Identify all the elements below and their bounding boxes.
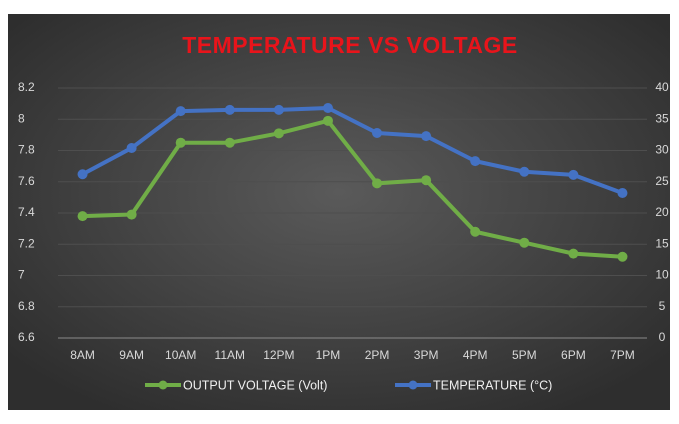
series-line [82, 118, 623, 259]
chart-background [8, 14, 670, 410]
point-marker [77, 211, 88, 222]
series-line [81, 106, 624, 195]
legend-marker [158, 380, 168, 390]
y2-tick-label: 40 [655, 80, 669, 94]
y2-tick-label: 0 [659, 330, 666, 344]
x-tick-label: 11AM [215, 348, 245, 362]
point-marker [470, 226, 481, 237]
point-marker [519, 166, 530, 177]
point-marker [421, 131, 432, 142]
point-marker [175, 106, 186, 117]
y-tick-label: 6.8 [18, 299, 35, 313]
x-tick-label: 3PM [414, 348, 439, 362]
legend-label: TEMPERATURE (°C) [433, 378, 552, 392]
y2-tick-label: 5 [659, 299, 666, 313]
x-tick-label: 12PM [263, 348, 294, 362]
point-marker [224, 104, 235, 115]
point-marker [617, 251, 628, 262]
point-marker [322, 115, 333, 126]
point-marker [519, 237, 530, 248]
point-marker [126, 143, 137, 153]
y-tick-label: 7.2 [18, 236, 35, 250]
x-tick-label: 7PM [610, 348, 635, 362]
x-tick-label: 9AM [119, 348, 144, 362]
point-marker [175, 137, 186, 148]
y2-tick-label: 15 [655, 236, 669, 250]
y2-tick-label: 25 [655, 174, 669, 188]
y2-tick-label: 20 [655, 205, 669, 219]
point-marker [568, 169, 579, 180]
point-marker [273, 104, 284, 115]
y-tick-label: 7 [18, 268, 25, 282]
point-marker [372, 128, 383, 138]
chart-title: TEMPERATURE VS VOLTAGE [182, 32, 518, 58]
point-marker [421, 175, 432, 186]
legend-label: OUTPUT VOLTAGE (Volt) [183, 378, 327, 392]
x-tick-label: 6PM [561, 348, 586, 362]
point-marker [273, 128, 284, 139]
y2-tick-label: 35 [655, 111, 669, 125]
legend-marker [408, 380, 418, 390]
x-tick-label: 1PM [316, 348, 341, 362]
point-marker [372, 178, 383, 189]
point-marker [322, 103, 333, 113]
y-tick-label: 8 [18, 111, 25, 125]
y2-tick-label: 30 [655, 143, 669, 157]
point-marker [126, 209, 137, 220]
point-marker [77, 169, 88, 180]
y-tick-label: 7.4 [18, 205, 35, 219]
y-tick-label: 8.2 [18, 80, 35, 94]
x-tick-label: 4PM [463, 348, 488, 362]
y-tick-label: 7.8 [18, 143, 35, 157]
y-tick-label: 6.6 [18, 330, 35, 344]
x-tick-label: 2PM [365, 348, 390, 362]
y-tick-label: 7.6 [18, 174, 35, 188]
point-marker [617, 188, 628, 198]
point-marker [568, 248, 579, 259]
point-marker [470, 156, 481, 167]
x-tick-label: 10AM [165, 348, 196, 362]
point-marker [224, 137, 235, 148]
x-tick-label: 5PM [512, 348, 537, 362]
y2-tick-label: 10 [655, 268, 669, 282]
x-tick-label: 8AM [70, 348, 95, 362]
